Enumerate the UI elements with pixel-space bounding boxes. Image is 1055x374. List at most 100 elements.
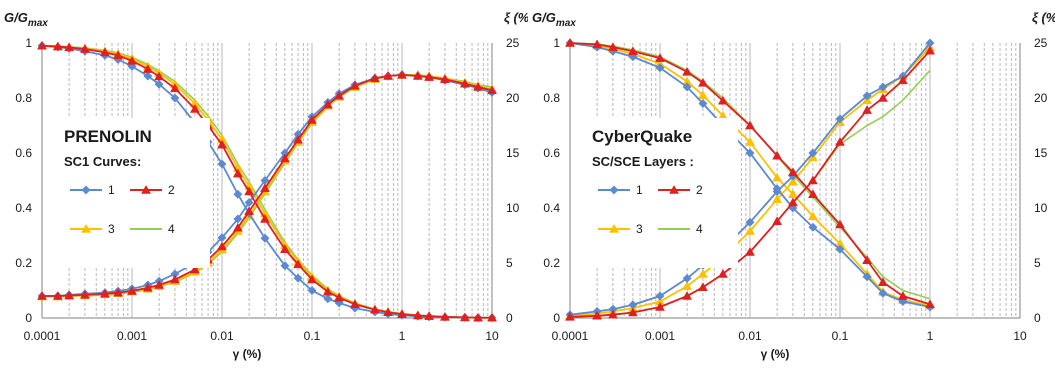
modulus-point (440, 311, 450, 321)
series-2 (565, 37, 935, 321)
modulus-point (897, 290, 908, 300)
modulus-point (233, 189, 243, 199)
modulus-point (279, 244, 290, 253)
modulus-point (217, 139, 227, 149)
modulus-point (565, 37, 575, 47)
damping-point (772, 216, 783, 225)
damping-point (113, 287, 123, 297)
modulus-point (698, 98, 708, 109)
x-axis-title: γ (%) (233, 347, 262, 361)
modulus-point (745, 148, 755, 158)
legend-item-4: 4 (130, 222, 175, 236)
modulus-point (473, 312, 483, 322)
modulus-point (37, 40, 47, 50)
modulus-point (383, 307, 393, 316)
x-tick-label: 0.001 (645, 329, 675, 343)
y-left-tick-label: 0.6 (15, 146, 32, 160)
damping-point (232, 222, 243, 232)
y-left-axis-title: G/Gmax (4, 10, 48, 29)
damping-point (127, 286, 137, 295)
modulus-point (260, 233, 270, 243)
modulus-point (717, 95, 728, 105)
legend-item-3: 3 (70, 222, 115, 236)
damping-point (835, 136, 845, 146)
modulus-point (807, 211, 818, 220)
modulus-point (862, 255, 873, 264)
modulus-point (397, 309, 407, 318)
annotation-subtitle: SC1 Curves: (64, 154, 141, 169)
damping-point (260, 183, 270, 192)
y-left-tick-label: 0.6 (543, 146, 560, 160)
damping-point (772, 186, 782, 197)
damping-point (52, 290, 63, 300)
annotation-subtitle: SC/SCE Layers : (592, 154, 694, 169)
damping-point (80, 289, 90, 299)
modulus-point (322, 286, 333, 296)
y-right-tick-label: 15 (506, 146, 520, 160)
legend-label: 4 (168, 222, 175, 236)
chart-panel-cyberquake: 0.0001 0.001 0.01 0.1 1 10 0 0.2 0.4 0.6 0.8 1 0 5 10 1… (528, 0, 1055, 374)
damping-point (655, 301, 665, 311)
y-right-tick-label: 0 (1034, 311, 1041, 325)
y-left-tick-label: 0.8 (15, 91, 32, 105)
x-tick-label: 0.0001 (552, 329, 589, 343)
legend-item-1: 1 (70, 183, 115, 197)
damping-point (440, 74, 450, 84)
chart-panel-prenolin: 0.0001 0.001 0.01 0.1 1 10 0 0.2 0.4 0.6 0.8 1 0 5 10 1… (4, 10, 528, 361)
modulus-point (189, 103, 200, 113)
y-right-tick-label: 5 (506, 256, 513, 270)
modulus-point (835, 219, 845, 229)
legend-label: 3 (108, 222, 115, 236)
modulus-point (154, 71, 165, 81)
modulus-point (412, 310, 423, 320)
damping-point (897, 75, 908, 85)
x-tick-label: 10 (485, 329, 499, 343)
modulus-point (835, 244, 845, 254)
x-tick-label: 1 (399, 329, 406, 343)
damping-point (37, 290, 47, 300)
legend-marker (81, 223, 91, 233)
damping-point (627, 307, 638, 317)
y-left-tick-label: 1 (553, 36, 560, 50)
legend-marker (81, 185, 91, 195)
damping-point (334, 90, 345, 100)
y-left-axis-title: G/Gmax (532, 10, 576, 29)
damping-point (745, 217, 755, 227)
damping-point (745, 226, 755, 235)
legend-marker (609, 185, 619, 195)
damping-point (279, 153, 290, 163)
modulus-point (698, 90, 708, 99)
modulus-point (772, 150, 783, 160)
x-tick-label: 0.01 (738, 329, 762, 343)
legend-item-2: 2 (658, 183, 703, 197)
x-tick-label: 0.0001 (24, 329, 61, 343)
damping-point (698, 282, 708, 291)
modulus-point (154, 79, 164, 89)
y-left-tick-label: 0 (25, 311, 32, 325)
legend-label: 4 (696, 222, 703, 236)
series-2 (37, 40, 497, 322)
damping-point (682, 273, 692, 283)
y-left-tick-label: 0.8 (543, 91, 560, 105)
chart-svg-cyberquake: 0.0001 0.001 0.01 0.1 1 1000.20.40.60.8105101… (532, 10, 1055, 361)
damping-point (154, 279, 165, 289)
modulus-point (244, 186, 255, 196)
legend-label: 1 (108, 183, 115, 197)
modulus-point (772, 172, 783, 182)
chart-svg-prenolin: 0.0001 0.001 0.01 0.1 1 1000.20.40.60.8105101… (4, 10, 528, 361)
y-right-tick-label: 10 (1034, 201, 1048, 215)
damping-point (565, 311, 575, 321)
legend-item-1: 1 (598, 183, 643, 197)
modulus-point (627, 46, 638, 55)
modulus-point (127, 61, 137, 71)
legend-item-2: 2 (130, 183, 175, 197)
modulus-point (424, 311, 435, 320)
modulus-point (925, 299, 935, 308)
damping-point (878, 82, 888, 92)
damping-point (925, 45, 935, 55)
modulus-point (217, 159, 227, 169)
y-right-axis-title: ξ (%) (504, 10, 528, 25)
damping-point (717, 268, 728, 278)
modulus-point (807, 189, 818, 198)
damping-point (142, 282, 153, 292)
